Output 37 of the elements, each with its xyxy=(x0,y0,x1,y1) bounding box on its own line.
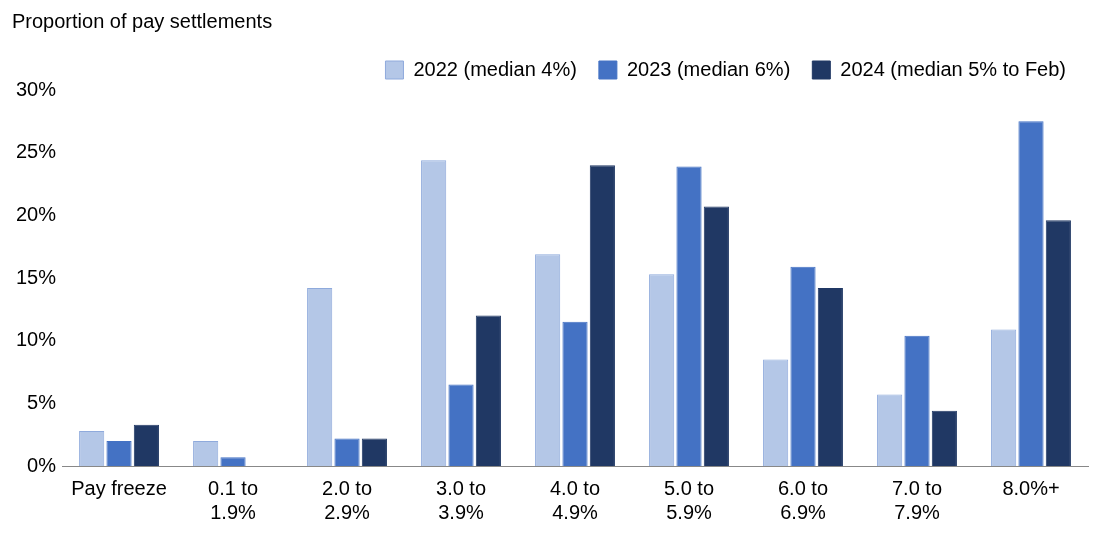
bar xyxy=(334,438,360,466)
bar xyxy=(106,440,132,466)
y-tick-label: 5% xyxy=(27,390,57,413)
y-tick-label: 0% xyxy=(27,453,57,476)
y-tick-label: 15% xyxy=(16,265,57,288)
bar xyxy=(676,166,702,466)
x-tick-label: 3.0 to 3.9% xyxy=(435,476,487,523)
bar xyxy=(904,335,930,466)
bar xyxy=(448,384,474,466)
bar xyxy=(589,165,615,466)
legend-label: 2022 (median 4%) xyxy=(413,57,577,80)
bar xyxy=(475,315,501,466)
x-tick-label: 4.0 to 4.9% xyxy=(549,476,601,523)
bar xyxy=(133,424,159,466)
legend-label: 2024 (median 5% to Feb) xyxy=(840,57,1066,80)
y-tick-label: 10% xyxy=(16,328,57,351)
x-tick-label: Pay freeze xyxy=(71,476,167,499)
x-tick-label: 8.0%+ xyxy=(1002,476,1060,499)
bar xyxy=(562,321,588,466)
legend-label: 2023 (median 6%) xyxy=(626,57,791,80)
x-tick-label: 6.0 to 6.9% xyxy=(777,476,829,523)
y-tick-label: 30% xyxy=(16,77,57,100)
bar xyxy=(790,266,816,466)
bar xyxy=(1018,121,1044,466)
bar xyxy=(817,288,843,466)
x-tick-label: 2.0 to 2.9% xyxy=(322,476,373,523)
y-axis-title: Proportion of pay settlements xyxy=(12,9,273,32)
bar xyxy=(1045,220,1071,466)
bar xyxy=(703,206,729,466)
x-tick-label: 0.1 to 1.9% xyxy=(208,476,259,523)
bar xyxy=(931,410,957,466)
x-tick-label: 7.0 to 7.9% xyxy=(891,476,943,523)
x-tick-label: 5.0 to 5.9% xyxy=(663,476,715,523)
y-tick-label: 25% xyxy=(16,140,57,163)
bar xyxy=(361,438,387,466)
y-tick-label: 20% xyxy=(16,202,57,225)
bar xyxy=(220,457,246,466)
